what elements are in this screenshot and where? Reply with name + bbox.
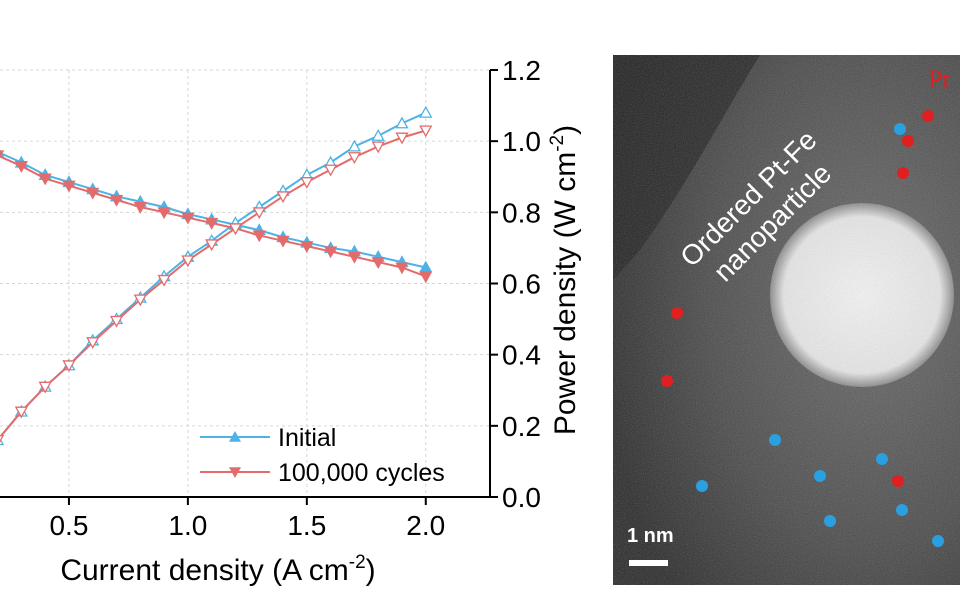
plot: 0.0 0.2 0.4 0.6 0.8 1.0 1.2 0.5 1.0 1.5 2.0 Initial… xyxy=(0,55,541,541)
scale-bar xyxy=(629,560,668,566)
micrograph-noise xyxy=(613,55,960,585)
y2-tick-label: 0.0 xyxy=(502,482,541,513)
power-marker xyxy=(324,164,338,177)
x-axis-label: Current density (A cm-2) xyxy=(60,552,375,587)
x-tick-label: 2.0 xyxy=(406,510,445,541)
power-marker xyxy=(157,274,171,287)
x-axis-label-text: Current density (A cm xyxy=(60,554,348,587)
voltage-marker xyxy=(252,230,266,243)
voltage-marker xyxy=(300,241,314,253)
power-marker xyxy=(14,406,28,419)
power-marker xyxy=(228,223,243,236)
power-marker xyxy=(0,435,5,443)
voltage-marker xyxy=(133,201,147,214)
element-label: Pt xyxy=(928,65,950,94)
y2-tick-label: 0.4 xyxy=(502,340,541,371)
power-marker xyxy=(38,381,52,394)
legend-marker xyxy=(229,431,241,442)
legend-label: 100,000 cycles xyxy=(278,459,445,487)
power-marker xyxy=(395,132,409,145)
y2-tick-label: 0.8 xyxy=(502,197,541,228)
power-marker xyxy=(419,105,433,118)
power-marker xyxy=(252,207,266,220)
voltage-marker xyxy=(157,207,171,220)
power-marker xyxy=(347,139,362,152)
voltage-line xyxy=(0,151,426,269)
legend-marker xyxy=(229,467,241,478)
scale-bar-label: 1 nm xyxy=(627,525,674,547)
power-marker xyxy=(347,152,362,165)
x-tick-label: 0.5 xyxy=(49,510,88,541)
y2-tick-label: 0.6 xyxy=(502,269,541,300)
voltage-marker xyxy=(205,217,219,230)
x-axis-label-sup: -2 xyxy=(349,552,366,573)
voltage-marker xyxy=(109,194,124,207)
power-marker xyxy=(109,315,124,328)
power-marker xyxy=(371,141,385,154)
power-marker xyxy=(205,239,219,252)
voltage-marker xyxy=(324,246,338,259)
power-marker xyxy=(62,360,76,373)
blue-atoms xyxy=(696,123,944,547)
voltage-marker xyxy=(371,257,385,269)
power-marker xyxy=(181,255,195,268)
x-tick-label: 1.0 xyxy=(168,510,207,541)
voltage-marker xyxy=(14,161,28,173)
x-tick-label: 1.5 xyxy=(287,510,326,541)
y2-tick-label: 0.2 xyxy=(502,411,541,442)
power-marker xyxy=(86,337,100,350)
y2-tick-label: 1.0 xyxy=(502,126,541,157)
y2-axis-label-sup: -2 xyxy=(547,135,568,152)
x-axis-label-end: ) xyxy=(366,554,376,587)
voltage-marker xyxy=(86,187,100,200)
voltage-marker xyxy=(419,271,433,284)
y2-axis-label-end: ) xyxy=(549,125,582,135)
voltage-marker xyxy=(62,180,76,193)
y2-tick-label: 1.2 xyxy=(502,55,541,86)
micrograph: Pt Ordered Pt-Fe nanoparticle 1 nm xyxy=(613,55,960,585)
power-marker xyxy=(395,116,409,129)
y2-axis-label: Power density (W cm-2) xyxy=(547,125,582,435)
y2-axis-label-text: Power density (W cm xyxy=(549,152,582,435)
voltage-marker xyxy=(38,173,52,186)
voltage-marker xyxy=(181,212,195,225)
power-marker xyxy=(276,191,290,204)
power-marker xyxy=(371,128,385,141)
voltage-marker xyxy=(395,262,409,275)
power-marker xyxy=(419,125,433,138)
power-line xyxy=(0,111,427,439)
power-line xyxy=(0,129,427,439)
red-atoms xyxy=(661,110,934,487)
voltage-marker xyxy=(276,235,290,248)
voltage-marker xyxy=(0,150,5,158)
power-marker xyxy=(133,294,147,307)
voltage-marker xyxy=(347,251,362,264)
power-marker xyxy=(300,177,314,189)
legend-label: Initial xyxy=(278,424,336,452)
